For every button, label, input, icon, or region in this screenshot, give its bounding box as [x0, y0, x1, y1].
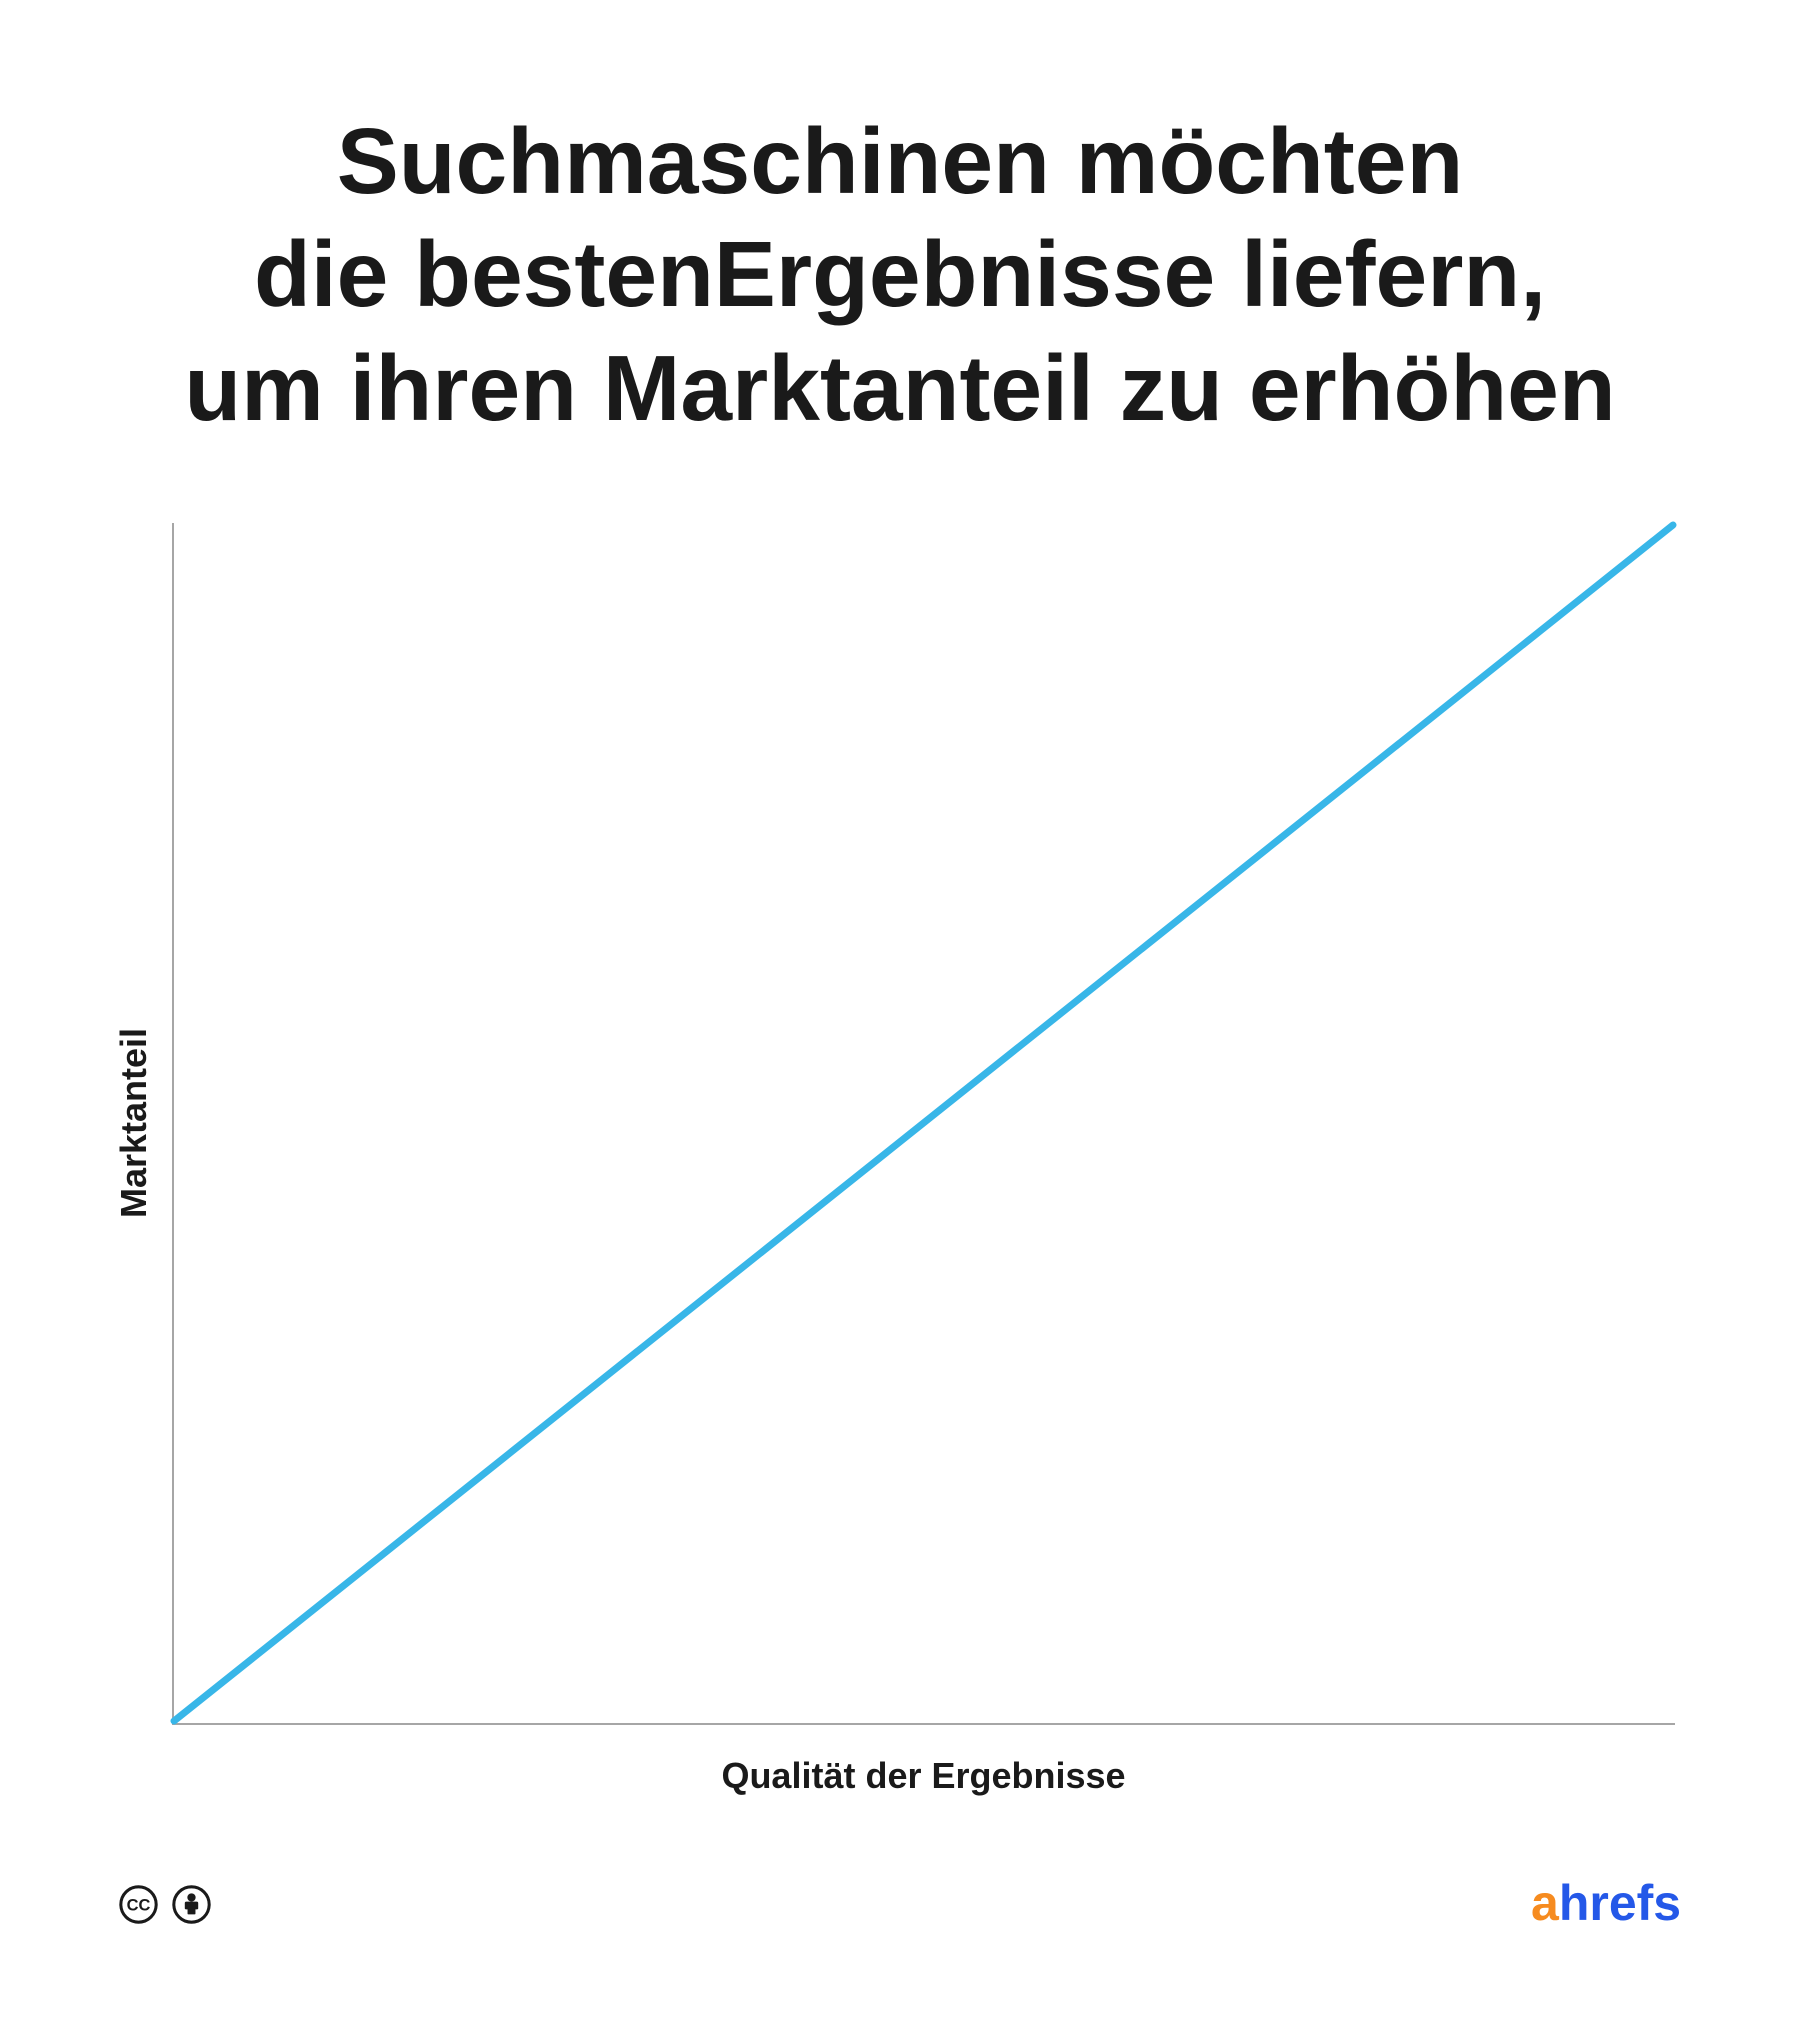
- svg-text:CC: CC: [127, 1897, 151, 1915]
